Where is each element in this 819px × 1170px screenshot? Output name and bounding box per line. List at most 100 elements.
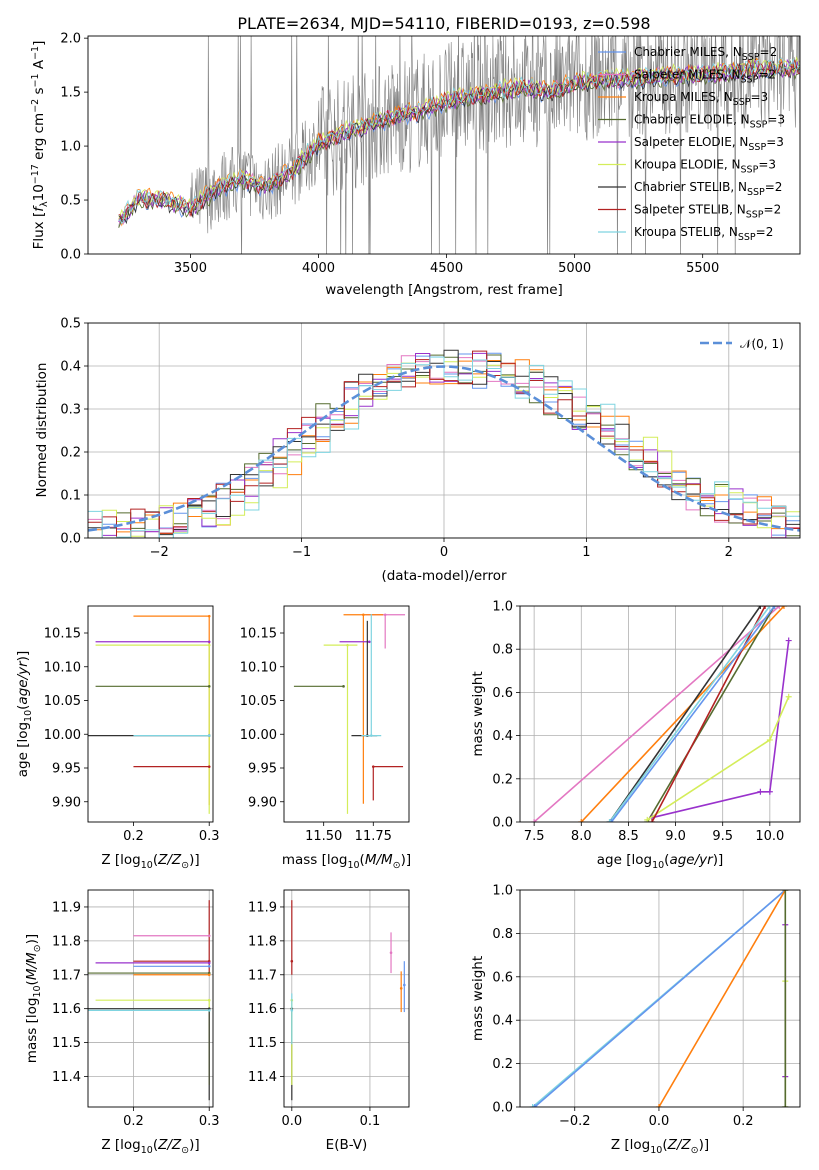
weight-marker — [531, 819, 538, 822]
data-point — [207, 614, 211, 618]
label-part: s — [31, 87, 47, 98]
y-tick-label: 11.9 — [248, 900, 277, 915]
mass-weight-vs-metallicity-plot: −0.2 0.0 0.2 0.0 0.2 0.4 0.6 0.8 1.0 Z [log10(Z/Z… — [470, 884, 801, 1156]
label-part: ⊙ — [181, 860, 189, 871]
y-tick-label: 0.8 — [492, 927, 513, 942]
label-part: −1 — [30, 46, 41, 60]
label-part: =3 — [758, 158, 776, 172]
y-tick-label: 11.4 — [248, 1070, 277, 1085]
legend-entry: Chabrier MILES, NSSP=2 — [634, 45, 777, 63]
label-part: SSP — [742, 52, 760, 63]
model-spectrum-kroupa-elodie — [118, 56, 800, 220]
data-point — [207, 643, 211, 647]
y-tick-label: 10.15 — [240, 627, 277, 642]
axes-frame: 7.5 8.0 8.5 9.0 9.5 10.0 0.0 0.2 0.4 0.6 0.8 1.0 — [492, 600, 801, 844]
label-part: =3 — [766, 135, 784, 149]
label-part: −2 — [30, 99, 41, 113]
x-tick-label: 8.0 — [571, 829, 592, 844]
x-axis-label: E(B-V) — [326, 1137, 368, 1153]
axes-border — [283, 889, 410, 1108]
y-axis-label: Normed distribution — [34, 363, 50, 498]
y-tick-label: 0.2 — [60, 446, 81, 461]
label-part: N — [732, 68, 741, 82]
y-tick-label: 11.4 — [52, 1070, 81, 1085]
x-tick-label: 11.75 — [355, 829, 392, 844]
label-part: Z/Z — [157, 852, 182, 868]
legend-entry: Kroupa MILES, NSSP=3 — [634, 90, 768, 108]
data-point — [207, 685, 211, 688]
x-tick-label: 0.0 — [281, 1114, 302, 1129]
label-part: )] — [189, 1137, 200, 1153]
weight-line-salpeter-stelib — [651, 606, 766, 822]
y-tick-label: 9.90 — [248, 795, 277, 810]
legend-entry: 𝒩(0, 1) — [740, 337, 784, 351]
data-point — [207, 964, 211, 968]
x-tick-label: 0.0 — [649, 1114, 670, 1129]
weight-marker — [608, 819, 615, 822]
data-point — [362, 613, 365, 617]
label-part: E(B-V) — [326, 1137, 368, 1153]
weight-marker — [762, 606, 769, 609]
data-point — [399, 987, 403, 990]
x-axis-label: Z [log10(Z/Z⊙)] — [101, 1137, 199, 1156]
label-part: SSP — [741, 75, 759, 86]
label-part: 10 — [141, 860, 153, 871]
label-part: N — [724, 90, 733, 104]
histogram-salpeter-stelib — [88, 350, 800, 538]
legend: 𝒩(0, 1) — [700, 337, 784, 351]
weight-marker — [782, 1104, 789, 1107]
data-point — [290, 1009, 294, 1012]
weight-marker — [785, 693, 792, 700]
axes-frame: −0.2 0.0 0.2 0.0 0.2 0.4 0.6 0.8 1.0 — [492, 884, 801, 1129]
y-tick-label: 11.7 — [248, 968, 277, 983]
label-part: N — [741, 113, 750, 127]
plot-area — [118, 36, 800, 254]
weight-marker — [785, 637, 792, 644]
y-tick-label: 0.3 — [60, 403, 81, 418]
label-part: ⊙ — [181, 1145, 189, 1156]
weight-marker — [766, 788, 773, 795]
label-part: SSP — [747, 187, 765, 198]
x-tick-label: 0.3 — [199, 829, 220, 844]
data-point — [207, 734, 211, 737]
label-part: 10 — [652, 860, 664, 871]
weight-marker — [776, 606, 783, 609]
label-part: ] — [31, 41, 47, 46]
weight-marker — [578, 819, 585, 822]
data-point — [207, 961, 211, 965]
weight-line-chabrier-stelib — [608, 606, 762, 822]
x-tick-label: 10.0 — [755, 829, 784, 844]
data-point — [342, 685, 345, 688]
plot-area — [88, 890, 213, 1107]
x-tick-label: 4500 — [430, 261, 463, 276]
axes-border — [283, 605, 410, 823]
x-tick-label: 0.1 — [360, 1114, 381, 1129]
y-tick-label: 0.5 — [60, 317, 81, 332]
label-part: erg cm — [31, 113, 47, 164]
label-part: Salpeter ELODIE, — [634, 135, 739, 149]
y-tick-label: 11.5 — [248, 1036, 277, 1051]
x-axis-label: (data-model)/error — [381, 568, 507, 584]
label-part: 10 — [23, 710, 34, 722]
y-tick-label: 10.10 — [240, 660, 277, 675]
x-axis-label: wavelength [Angstrom, rest frame] — [325, 282, 563, 298]
y-tick-label: 0.0 — [492, 1101, 513, 1116]
data-point — [368, 640, 371, 644]
weight-marker — [780, 606, 787, 609]
y-axis-label: age [log10(age/yr)] — [15, 651, 34, 777]
data-point — [207, 998, 211, 1002]
label-part: Kroupa MILES, — [634, 90, 724, 104]
label-part: ⊙ — [691, 1145, 699, 1156]
x-axis-label: age [log10(age/yr)] — [597, 852, 723, 871]
label-part: ( — [664, 852, 669, 868]
legend-entry: Salpeter STELIB, NSSP=2 — [634, 203, 781, 221]
legend-entry: Kroupa ELODIE, NSSP=3 — [634, 158, 776, 176]
y-tick-label: 1.5 — [60, 86, 81, 101]
label-part: Z [log — [101, 1137, 140, 1153]
label-part: ( — [360, 852, 365, 868]
model-spectrum-salpeter-elodie — [118, 58, 800, 223]
weight-line-chabrier-miles — [534, 890, 786, 1107]
weight-marker — [766, 736, 773, 743]
